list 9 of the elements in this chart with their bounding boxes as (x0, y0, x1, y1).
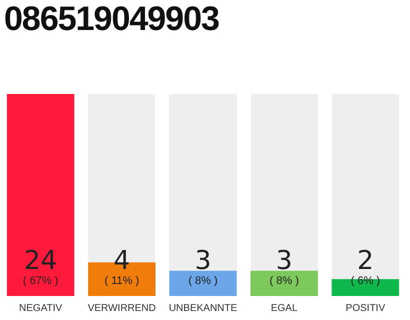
x-tick-label: VERWIRREND (88, 302, 156, 314)
chart-title: 086519049903 (4, 0, 219, 39)
x-tick-label: NEGATIV (19, 302, 63, 314)
data-label: 3 ( 8% ) (270, 246, 299, 287)
data-label: 24 ( 67% ) (22, 246, 58, 287)
x-tick-label: POSITIV (346, 302, 386, 314)
x-tick-label: EGAL (270, 302, 298, 314)
data-label: 3 ( 8% ) (188, 246, 218, 287)
x-tick-label: UNBEKANNTE (168, 302, 238, 314)
